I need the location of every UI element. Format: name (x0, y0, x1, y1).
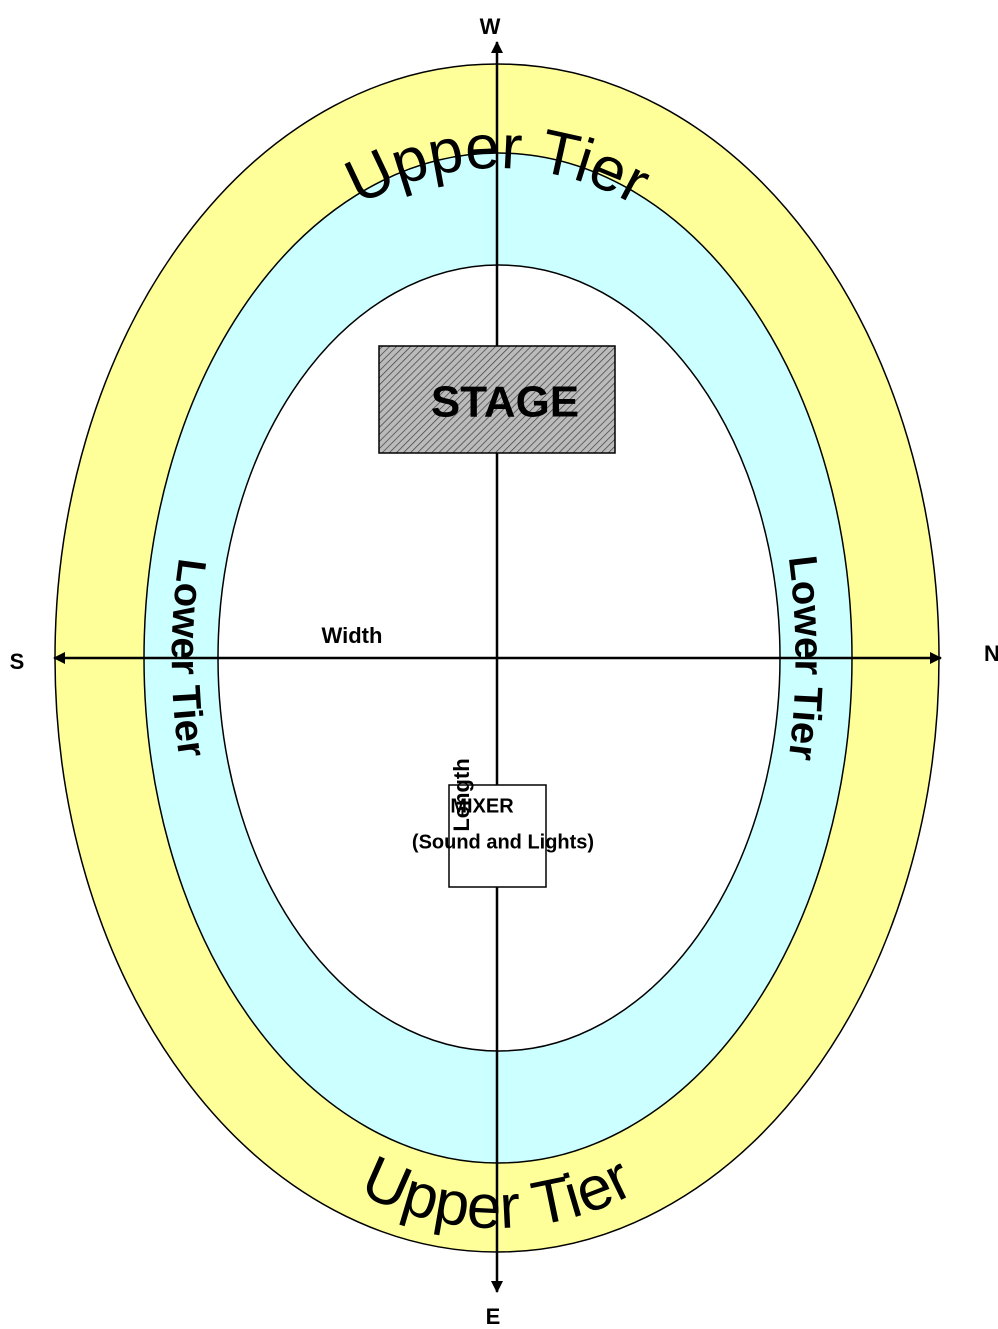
mixer (448, 784, 547, 888)
length-label: Length (449, 758, 474, 831)
compass-top: W (480, 14, 501, 39)
lower-tier-left-text: Lower Tier (163, 556, 214, 759)
compass-right: N (984, 641, 998, 666)
lower-tier-left-label: Lower Tier (163, 556, 214, 759)
compass-left: S (10, 649, 25, 674)
stage-label: STAGE (431, 378, 579, 427)
lower-tier-right-label: Lower Tier (780, 553, 831, 763)
mixer-subtitle: (Sound and Lights) (412, 831, 594, 853)
compass-bottom: E (486, 1304, 501, 1329)
mixer-title: MIXER (450, 795, 514, 817)
stage (378, 345, 616, 454)
width-label: Width (322, 623, 383, 648)
lower-tier-right-text: Lower Tier (780, 553, 831, 763)
